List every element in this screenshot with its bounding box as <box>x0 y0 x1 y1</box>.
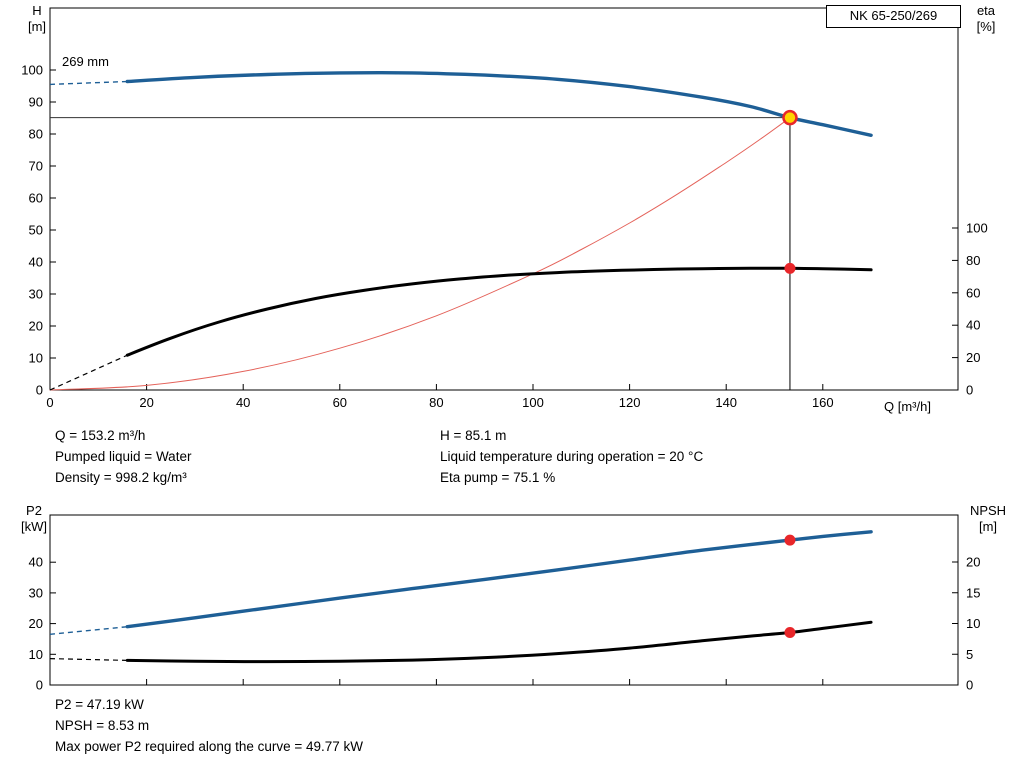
efficiency-curve <box>125 266 873 357</box>
duty-point-marker[interactable] <box>782 109 798 126</box>
h-axis-title: H [m] <box>20 3 54 35</box>
y-left-tick-label: 30 <box>29 585 43 600</box>
npsh-axis-title-symbol: NPSH <box>969 503 1007 518</box>
efficiency-curve-dashed-lead <box>49 354 128 391</box>
x-tick-label: 100 <box>522 395 544 410</box>
y-left-tick-label: 10 <box>29 647 43 662</box>
efficiency-point-marker <box>784 262 796 274</box>
head-value-line: H = 85.1 m <box>440 428 507 443</box>
eta-axis-title-symbol: eta <box>976 3 996 18</box>
x-tick-label: 80 <box>429 395 443 410</box>
y-left-tick-label: 20 <box>29 616 43 631</box>
y-right-tick-label: 15 <box>966 585 980 600</box>
q-axis-title: Q [m³/h] <box>884 399 931 414</box>
npsh-value-line: NPSH = 8.53 m <box>55 718 150 733</box>
density-line: Density = 998.2 kg/m³ <box>55 470 187 485</box>
y-left-tick-label: 0 <box>36 383 43 398</box>
head-curve-269mm-dashed-lead <box>49 80 128 86</box>
eta-axis-title: eta [%] <box>968 3 1004 35</box>
y-right-tick-label: 40 <box>966 318 980 333</box>
duty-info-left: Q = 153.2 m³/h Pumped liquid = Water Den… <box>55 425 191 488</box>
npsh-axis-title-unit: [m] <box>978 519 998 534</box>
p2-curve-dashed-lead <box>49 626 128 635</box>
x-tick-label: 140 <box>715 395 737 410</box>
y-left-tick-label: 20 <box>29 319 43 334</box>
y-right-tick-label: 10 <box>966 616 980 631</box>
y-left-tick-label: 40 <box>29 255 43 270</box>
y-left-tick-label: 70 <box>29 159 43 174</box>
y-left-tick-label: 80 <box>29 127 43 142</box>
npsh-point-marker <box>784 627 796 639</box>
npsh-axis-title: NPSH [m] <box>962 503 1014 535</box>
y-right-tick-label: 20 <box>966 555 980 570</box>
liquid-temperature-line: Liquid temperature during operation = 20… <box>440 449 704 464</box>
p2-axis-title-unit: [kW] <box>21 519 47 534</box>
p2-curve <box>125 530 873 629</box>
system-curve <box>49 117 791 391</box>
p2-axis-title-symbol: P2 <box>26 503 42 518</box>
x-tick-label: 120 <box>619 395 641 410</box>
y-right-tick-label: 20 <box>966 350 980 365</box>
h-axis-title-symbol: H <box>32 3 42 18</box>
y-left-tick-label: 50 <box>29 223 43 238</box>
p2-axis-title: P2 [kW] <box>14 503 54 535</box>
y-right-tick-label: 5 <box>966 647 973 662</box>
x-tick-label: 0 <box>46 395 53 410</box>
x-tick-label: 40 <box>236 395 250 410</box>
y-left-tick-label: 0 <box>36 678 43 693</box>
npsh-curve-dashed-lead <box>49 658 128 661</box>
p2npsh-frame <box>49 514 959 686</box>
qh-frame <box>49 7 959 391</box>
y-right-tick-label: 80 <box>966 253 980 268</box>
npsh-curve <box>125 620 873 664</box>
pumped-liquid-line: Pumped liquid = Water <box>55 449 192 464</box>
y-right-tick-label: 60 <box>966 285 980 300</box>
p2-point-marker <box>784 534 796 546</box>
y-left-tick-label: 100 <box>21 63 43 78</box>
y-left-tick-label: 30 <box>29 287 43 302</box>
duty-info-right: H = 85.1 m Liquid temperature during ope… <box>440 425 703 488</box>
y-right-tick-label: 0 <box>966 678 973 693</box>
x-tick-label: 20 <box>139 395 153 410</box>
max-power-line: Max power P2 required along the curve = … <box>55 739 364 754</box>
eta-axis-title-unit: [%] <box>976 19 996 34</box>
h-axis-title-unit: [m] <box>27 19 47 34</box>
y-left-tick-label: 40 <box>29 555 43 570</box>
y-left-tick-label: 60 <box>29 191 43 206</box>
p2-value-line: P2 = 47.19 kW <box>55 697 144 712</box>
y-left-tick-label: 10 <box>29 351 43 366</box>
y-right-tick-label: 0 <box>966 383 973 398</box>
y-left-tick-label: 90 <box>29 95 43 110</box>
eta-pump-line: Eta pump = 75.1 % <box>440 470 556 485</box>
x-tick-label: 160 <box>812 395 834 410</box>
power-npsh-info: P2 = 47.19 kW NPSH = 8.53 m Max power P2… <box>55 694 363 757</box>
impeller-diameter-label: 269 mm <box>62 54 109 69</box>
head-curve-269mm <box>125 70 873 137</box>
pump-model-badge: NK 65-250/269 <box>826 5 961 28</box>
y-right-tick-label: 100 <box>966 221 988 236</box>
x-tick-label: 60 <box>333 395 347 410</box>
flow-value-line: Q = 153.2 m³/h <box>55 428 146 443</box>
